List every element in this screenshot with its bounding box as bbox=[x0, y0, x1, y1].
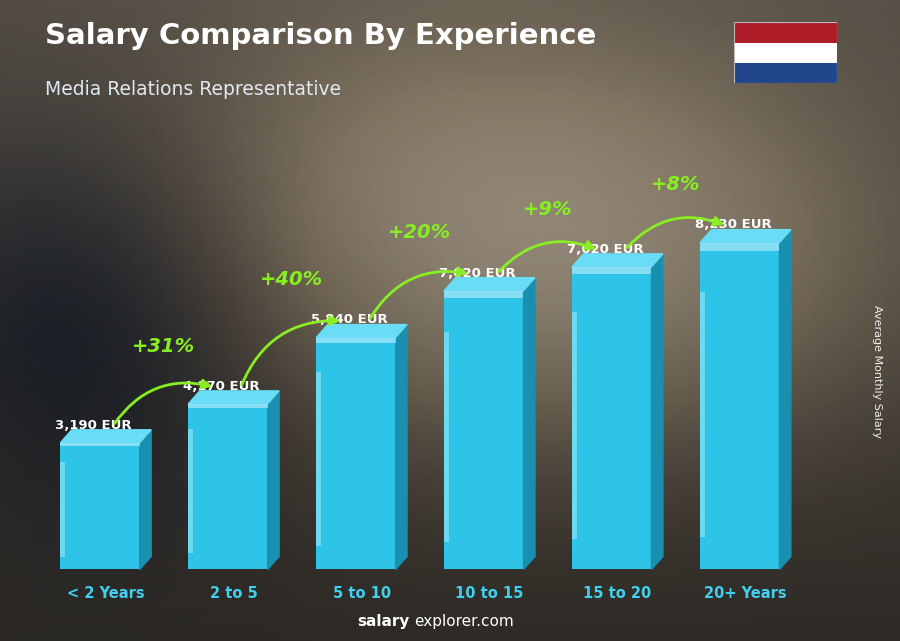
Polygon shape bbox=[395, 324, 407, 569]
Text: 4,170 EUR: 4,170 EUR bbox=[184, 379, 260, 393]
Bar bbox=[734, 43, 837, 63]
Text: 3,190 EUR: 3,190 EUR bbox=[55, 419, 132, 431]
Polygon shape bbox=[779, 229, 791, 569]
Bar bbox=[572, 267, 652, 274]
Text: +8%: +8% bbox=[651, 176, 700, 194]
Polygon shape bbox=[316, 324, 407, 338]
Text: Average Monthly Salary: Average Monthly Salary bbox=[872, 305, 883, 438]
Text: +20%: +20% bbox=[388, 224, 452, 242]
Bar bbox=[734, 22, 837, 43]
FancyBboxPatch shape bbox=[60, 443, 140, 569]
Text: explorer.com: explorer.com bbox=[414, 615, 514, 629]
Text: 5,840 EUR: 5,840 EUR bbox=[311, 313, 388, 326]
Text: Media Relations Representative: Media Relations Representative bbox=[45, 80, 341, 99]
Bar bbox=[700, 292, 705, 537]
Bar bbox=[700, 243, 779, 251]
Text: +31%: +31% bbox=[132, 337, 195, 356]
Bar bbox=[316, 372, 321, 546]
Text: +40%: +40% bbox=[260, 271, 323, 289]
FancyBboxPatch shape bbox=[316, 338, 395, 569]
Text: 15 to 20: 15 to 20 bbox=[583, 586, 652, 601]
Bar bbox=[316, 338, 395, 344]
Polygon shape bbox=[572, 254, 663, 267]
Text: 10 to 15: 10 to 15 bbox=[455, 586, 524, 601]
Text: < 2 Years: < 2 Years bbox=[67, 586, 145, 601]
FancyBboxPatch shape bbox=[188, 404, 267, 569]
Bar bbox=[572, 312, 577, 539]
Polygon shape bbox=[267, 391, 279, 569]
Polygon shape bbox=[60, 429, 151, 443]
Text: 7,020 EUR: 7,020 EUR bbox=[439, 267, 516, 279]
FancyBboxPatch shape bbox=[700, 243, 779, 569]
FancyBboxPatch shape bbox=[445, 290, 524, 569]
Bar bbox=[60, 462, 65, 557]
Polygon shape bbox=[700, 229, 791, 243]
Polygon shape bbox=[445, 278, 535, 290]
Bar bbox=[188, 404, 267, 408]
Text: 8,230 EUR: 8,230 EUR bbox=[695, 219, 771, 231]
Text: 7,620 EUR: 7,620 EUR bbox=[567, 243, 644, 256]
Polygon shape bbox=[188, 391, 279, 404]
Text: salary: salary bbox=[357, 615, 410, 629]
Text: 2 to 5: 2 to 5 bbox=[210, 586, 257, 601]
Text: +9%: +9% bbox=[523, 199, 572, 219]
Bar bbox=[734, 63, 837, 83]
Text: Salary Comparison By Experience: Salary Comparison By Experience bbox=[45, 22, 596, 51]
Polygon shape bbox=[140, 429, 151, 569]
Polygon shape bbox=[652, 254, 663, 569]
Bar bbox=[445, 333, 449, 542]
Bar bbox=[445, 290, 524, 297]
Polygon shape bbox=[524, 278, 535, 569]
Bar bbox=[188, 429, 193, 553]
Bar bbox=[60, 443, 140, 446]
Text: 5 to 10: 5 to 10 bbox=[333, 586, 391, 601]
FancyBboxPatch shape bbox=[572, 267, 652, 569]
Text: 20+ Years: 20+ Years bbox=[704, 586, 787, 601]
